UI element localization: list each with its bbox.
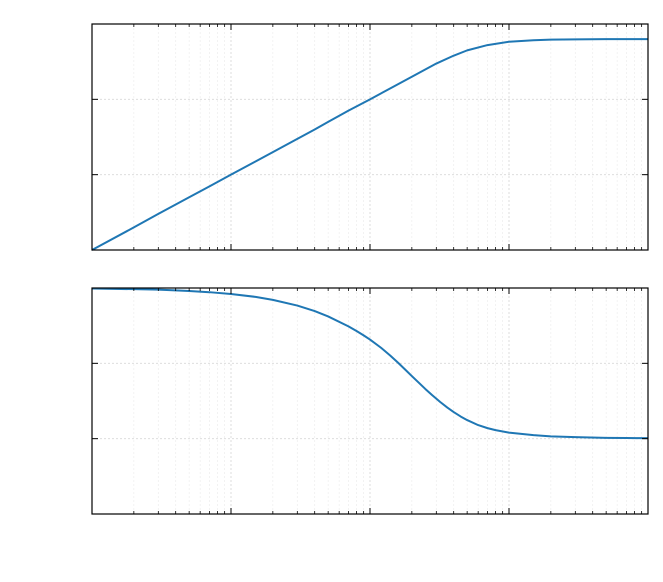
- chart-svg: [0, 0, 663, 582]
- bottom-plot: [92, 288, 648, 514]
- chart-container: [0, 0, 663, 582]
- top-plot: [92, 24, 648, 250]
